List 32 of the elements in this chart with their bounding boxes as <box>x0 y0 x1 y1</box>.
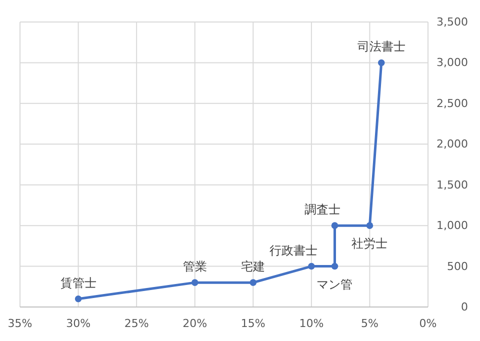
point <box>331 222 338 229</box>
point <box>378 59 385 66</box>
y-tick-label: 3,500 <box>436 16 468 29</box>
point <box>191 279 198 286</box>
annotation: 調査士 <box>304 202 341 217</box>
annotation: マン管 <box>316 277 353 292</box>
y-tick-label: 1,500 <box>436 178 468 192</box>
annotation: 管業 <box>182 260 207 274</box>
point <box>308 262 315 270</box>
x-tick-label: 35% <box>8 316 32 330</box>
point <box>74 295 82 302</box>
point <box>366 222 374 229</box>
x-tick-label: 25% <box>124 316 149 330</box>
x-tick-label: 0% <box>419 316 437 330</box>
x-tick-label: 20% <box>182 316 208 330</box>
x-tick-label: 5% <box>360 316 378 330</box>
y-tick-label: 2,500 <box>436 96 468 110</box>
y-tick-label: 500 <box>447 260 468 273</box>
y-tick-label: 0 <box>461 300 468 314</box>
annotation: 社労士 <box>352 236 388 251</box>
annotation: 賃管士 <box>60 276 96 290</box>
point <box>250 279 257 286</box>
annotation: 宅建 <box>241 260 266 274</box>
annotation: 司法書士 <box>357 40 406 54</box>
x-tick-label: 30% <box>66 316 91 330</box>
annotation: 行政書士 <box>269 243 318 258</box>
y-tick-label: 3,000 <box>436 56 468 70</box>
point <box>331 262 338 270</box>
y-tick-label: 1,000 <box>436 219 468 232</box>
x-tick-label: 15% <box>240 316 266 330</box>
x-tick-label: 10% <box>299 316 324 330</box>
y-tick-label: 2,000 <box>436 138 468 151</box>
